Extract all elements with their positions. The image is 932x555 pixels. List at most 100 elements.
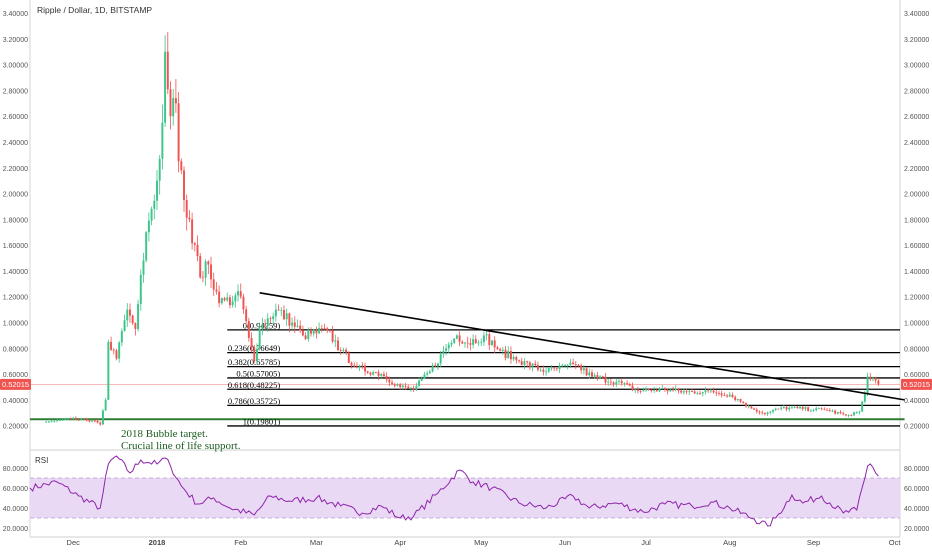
candle-down (174, 78, 177, 113)
candle-down (826, 407, 829, 411)
candle-up (615, 378, 618, 388)
price-tick-right: 1.00000 (904, 321, 929, 328)
candle-down (609, 378, 612, 386)
candle-up (547, 367, 550, 373)
candle-up (772, 409, 774, 414)
candle-up (107, 339, 110, 401)
price-tick-left: 1.40000 (3, 269, 28, 276)
candle-down (93, 419, 96, 423)
candle-down (488, 331, 491, 351)
candle-up (815, 406, 818, 412)
chart-frame (29, 0, 901, 538)
candle-down (350, 361, 353, 369)
candle-up (523, 358, 526, 370)
candle-up (312, 328, 315, 337)
candle-up (855, 411, 858, 414)
candle-down (134, 322, 137, 336)
candle-down (499, 347, 502, 352)
support-layer (30, 383, 905, 421)
downtrend-line[interactable] (259, 292, 905, 401)
candle-down (755, 407, 758, 414)
candle-down (828, 408, 831, 412)
candle-up (120, 328, 123, 347)
candle-down (177, 91, 180, 173)
fib-level-label: 1(0.19801) (243, 416, 281, 426)
price-tick-right: 2.00000 (904, 192, 929, 199)
price-tick-left: 2.60000 (3, 114, 28, 121)
candle-up (428, 369, 431, 375)
candle-down (115, 348, 118, 361)
candle-down (591, 369, 593, 378)
candle-down (323, 323, 326, 330)
rsi-tick-right: 80.0000 (904, 466, 929, 473)
candle-down (796, 405, 799, 409)
candle-down (315, 326, 318, 339)
candle-down (666, 388, 669, 395)
candle-up (704, 387, 707, 395)
candle-up (372, 370, 375, 376)
candle-down (580, 363, 583, 374)
candle-up (318, 322, 321, 335)
candle-up (296, 319, 299, 328)
candle-down (577, 364, 580, 368)
candle-down (685, 388, 688, 395)
candle-down (228, 294, 231, 309)
candle-down (553, 366, 556, 372)
candle-down (726, 393, 729, 398)
trendline-layer[interactable] (259, 292, 905, 401)
candle-down (801, 405, 804, 411)
price-tick-left: 3.00000 (3, 63, 28, 70)
candle-up (674, 385, 677, 392)
candle-down (183, 166, 185, 212)
candle-down (347, 351, 350, 364)
time-tick-label: Jul (641, 538, 651, 547)
candle-up (431, 362, 434, 373)
candle-up (545, 367, 548, 376)
current-price-badge-left: 0.52015 (0, 378, 31, 390)
candle-down (631, 382, 634, 392)
candle-up (701, 391, 704, 397)
candle-up (491, 339, 493, 346)
candle-up (696, 391, 699, 395)
candle-up (142, 252, 145, 283)
candle-down (761, 410, 764, 415)
candle-up (645, 386, 647, 392)
candle-up (669, 388, 672, 393)
candle-up (569, 358, 572, 369)
price-tick-left: 2.80000 (3, 88, 28, 95)
candle-up (64, 417, 67, 421)
candle-up (780, 406, 783, 411)
candle-down (874, 376, 877, 384)
fibonacci-retracement[interactable]: 0(0.94259)0.236(0.76649)0.382(0.65785)0.… (227, 320, 900, 427)
candle-up (866, 372, 869, 397)
candle-down (391, 379, 394, 386)
candle-up (91, 419, 94, 423)
fib-level-label: 0.5(0.57005) (236, 368, 280, 378)
rsi-tick-left: 60.0000 (3, 486, 28, 493)
price-tick-right: 1.40000 (904, 269, 929, 276)
candle-down (520, 357, 523, 366)
candle-down (720, 390, 723, 398)
candle-down (166, 31, 169, 95)
candle-down (807, 406, 810, 412)
time-tick-label: Sep (807, 538, 820, 547)
candle-up (817, 407, 820, 410)
candle-up (682, 388, 685, 395)
candle-down (288, 312, 291, 333)
candle-up (220, 297, 223, 305)
candle-up (164, 35, 167, 127)
candle-up (455, 334, 458, 340)
price-tick-left: 2.00000 (3, 192, 28, 199)
candle-down (763, 412, 766, 416)
candle-down (247, 317, 250, 342)
candle-up (853, 411, 856, 416)
candle-down (250, 332, 253, 353)
candle-up (507, 346, 510, 359)
fib-level-label: 0.618(0.48225) (228, 380, 281, 390)
candle-down (210, 256, 212, 288)
candle-down (555, 367, 558, 372)
candle-down (218, 285, 221, 308)
candle-up (661, 384, 664, 390)
